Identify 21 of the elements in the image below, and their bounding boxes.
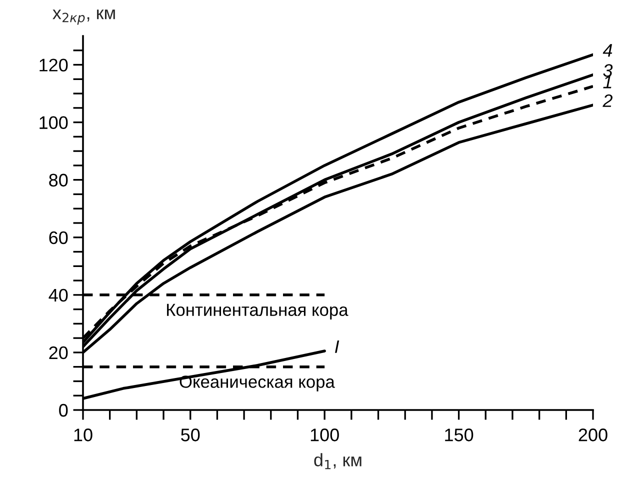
series-label: 1 — [603, 76, 612, 88]
y-tick-label: 40 — [48, 288, 68, 302]
y-tick-label: 0 — [59, 404, 68, 417]
y-tick-label: 100 — [40, 116, 68, 130]
y-tick-label: 60 — [49, 231, 68, 244]
x-tick-label: 100 — [310, 428, 339, 442]
series-label: I — [335, 340, 340, 353]
y-tick-label: 20 — [49, 346, 68, 360]
x-axis-title: d$_{1}$, км — [314, 453, 362, 470]
y-tick-label: 120 — [40, 58, 68, 72]
series-label: 3 — [603, 64, 613, 77]
series-label: 2 — [602, 94, 612, 107]
y-tick-label: 80 — [49, 174, 68, 187]
series-label: 4 — [602, 44, 612, 57]
series-label: Океаническая кора — [180, 376, 335, 392]
x-tick-label: 50 — [181, 428, 200, 442]
x-tick-label: 150 — [445, 428, 474, 442]
y-axis-title: x$_{2кр}$, км — [52, 10, 115, 25]
x-tick-label: 10 — [74, 428, 92, 442]
series-label: Континентальная кора — [167, 304, 348, 320]
x-tick-label: 200 — [578, 428, 608, 442]
